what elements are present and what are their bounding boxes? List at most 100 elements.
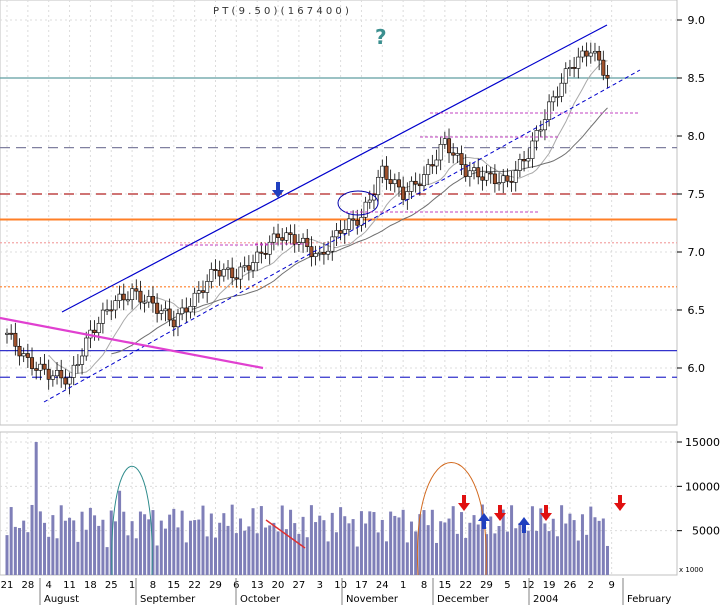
month-label: September [140, 594, 196, 605]
candle-body [572, 67, 577, 69]
volume-bar [134, 538, 138, 575]
month-label: October [240, 594, 281, 605]
volume-tick-label: 10000 [685, 480, 720, 493]
x-tick-label: 9 [608, 580, 614, 591]
volume-bar [272, 522, 276, 575]
candle-body [71, 364, 76, 378]
candle-body [455, 153, 460, 156]
volume-bar [214, 537, 217, 575]
candle-body [226, 267, 231, 270]
volume-bar [384, 541, 388, 575]
candle-body [334, 230, 339, 238]
candle-body [175, 313, 180, 328]
candle-body [580, 50, 585, 58]
candle-body [592, 50, 597, 54]
candle-body [267, 241, 272, 255]
candle-body [146, 296, 151, 303]
candle-body [463, 164, 468, 177]
volume-bar [34, 442, 38, 575]
candle-body [121, 293, 126, 301]
volume-tick-label: 15000 [685, 436, 720, 449]
volume-bar [476, 524, 480, 575]
volume-bar [480, 504, 484, 575]
volume-bar [239, 518, 243, 575]
volume-bar [422, 510, 426, 575]
candle-body [150, 296, 155, 304]
candle-body [75, 364, 80, 366]
candle-body [92, 329, 97, 333]
volume-bar [18, 527, 22, 575]
volume-bar [326, 541, 330, 575]
candle-body [413, 180, 418, 185]
candle-body [380, 165, 385, 178]
volume-bar [113, 521, 117, 575]
volume-bar [68, 517, 72, 575]
candle-body [42, 363, 47, 370]
volume-bar [38, 511, 42, 575]
down-arrow-icon [272, 182, 284, 198]
volume-bar [551, 518, 555, 575]
candle-body [497, 182, 502, 185]
x-tick-label: 29 [480, 580, 493, 591]
volume-bar [518, 522, 522, 575]
candle-body [317, 251, 322, 254]
candle-body [451, 152, 456, 156]
candle-body [117, 293, 122, 301]
candle-body [59, 370, 64, 379]
volume-bar [55, 538, 59, 575]
candle-body [84, 337, 89, 357]
price-tick-label: 6.0 [688, 362, 706, 375]
volume-bar [47, 536, 51, 575]
volume-bar [535, 530, 539, 575]
x-tick-label: 12 [522, 580, 535, 591]
up-arrow-icon [518, 517, 530, 533]
candle-body [388, 179, 393, 185]
volume-bar [276, 531, 280, 575]
candle-body [363, 201, 368, 218]
candle-body [188, 306, 193, 313]
candle-body [280, 237, 285, 241]
candle-body [434, 159, 439, 167]
volume-bar [222, 513, 226, 575]
candle-body [376, 176, 381, 196]
month-label: August [44, 594, 79, 605]
candle-body [55, 370, 60, 377]
volume-bar [197, 519, 201, 575]
volume-bar [330, 512, 334, 575]
channel-upper-line [61, 24, 608, 313]
volume-bar [589, 506, 593, 575]
x-tick-label: 11 [63, 580, 76, 591]
volume-bar [176, 527, 180, 575]
volume-unit-label: x 1000 [679, 566, 703, 574]
volume-bar [585, 534, 589, 575]
volume-bar [601, 518, 605, 575]
volume-bar [122, 511, 126, 575]
volume-tick-label: 5000 [692, 525, 720, 538]
volume-bar [147, 519, 151, 575]
volume-bar [439, 521, 443, 575]
volume-bar [543, 523, 547, 575]
volume-bar [401, 509, 405, 575]
candle-body [459, 153, 464, 165]
volume-bar [472, 515, 476, 575]
volume-bar [580, 514, 584, 575]
volume-bar [268, 525, 272, 575]
candle-body [46, 368, 51, 380]
x-tick-label: 25 [105, 580, 118, 591]
volume-bar [101, 519, 105, 575]
x-tick-label: 22 [188, 580, 201, 591]
candle-body [259, 251, 264, 254]
price-tick-label: 7.0 [688, 246, 706, 259]
volume-bar [501, 509, 505, 575]
volume-bar [397, 517, 401, 575]
volume-bar [9, 507, 13, 575]
volume-bar [201, 505, 205, 575]
volume-bar [376, 532, 380, 575]
volume-bar [84, 529, 88, 575]
x-tick-label: 29 [209, 580, 222, 591]
volume-bars [5, 442, 609, 575]
volume-bar [230, 504, 234, 575]
candle-body [476, 167, 481, 178]
candle-body [505, 175, 510, 182]
volume-bar [355, 546, 359, 575]
